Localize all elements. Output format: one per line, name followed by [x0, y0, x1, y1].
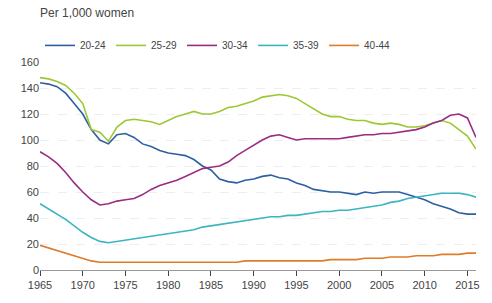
svg-text:0: 0: [33, 264, 39, 276]
svg-text:2005: 2005: [370, 279, 394, 291]
svg-text:120: 120: [21, 108, 39, 120]
svg-text:25-29: 25-29: [151, 40, 177, 51]
svg-text:35-39: 35-39: [293, 40, 319, 51]
svg-text:1995: 1995: [284, 279, 308, 291]
svg-text:2010: 2010: [412, 279, 436, 291]
svg-text:20-24: 20-24: [80, 40, 106, 51]
svg-text:1980: 1980: [156, 279, 180, 291]
svg-text:40: 40: [27, 212, 39, 224]
svg-text:20: 20: [27, 238, 39, 250]
svg-text:30-34: 30-34: [222, 40, 248, 51]
svg-text:2000: 2000: [327, 279, 351, 291]
svg-text:1965: 1965: [28, 279, 52, 291]
svg-text:1970: 1970: [71, 279, 95, 291]
svg-text:100: 100: [21, 134, 39, 146]
svg-text:60: 60: [27, 186, 39, 198]
svg-text:1985: 1985: [199, 279, 223, 291]
svg-text:2015: 2015: [455, 279, 479, 291]
svg-text:1975: 1975: [113, 279, 137, 291]
svg-text:40-44: 40-44: [364, 40, 390, 51]
svg-text:160: 160: [21, 56, 39, 68]
svg-text:80: 80: [27, 160, 39, 172]
svg-text:140: 140: [21, 82, 39, 94]
svg-text:Per 1,000 women: Per 1,000 women: [40, 6, 134, 20]
svg-text:1990: 1990: [241, 279, 265, 291]
